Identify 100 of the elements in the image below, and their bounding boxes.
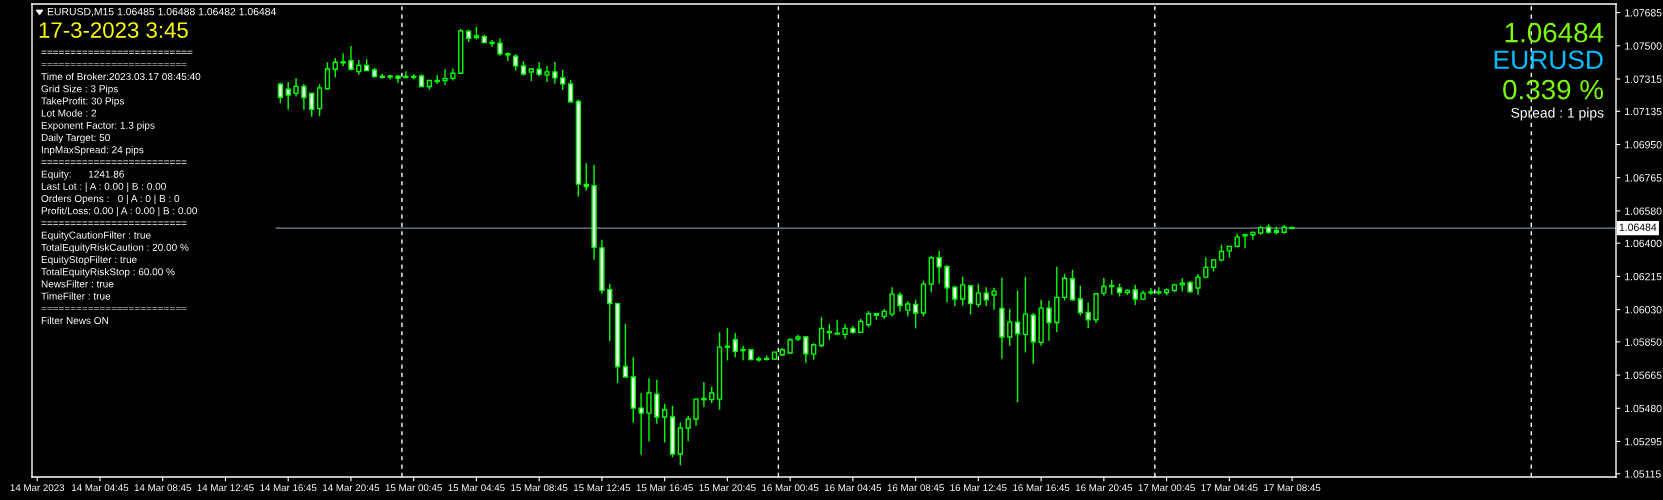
y-tick-label: 1.06215 xyxy=(1625,272,1662,281)
candlestick xyxy=(1250,230,1256,241)
y-tick-label: 1.05115 xyxy=(1625,470,1661,478)
x-tick-label: 15 Mar 08:45 xyxy=(511,484,568,492)
annotation: ========================= xyxy=(41,306,187,311)
y-tick-label: 1.05850 xyxy=(1625,338,1662,346)
annotation: ========================== xyxy=(41,50,193,54)
candlestick xyxy=(622,323,629,378)
candlestick xyxy=(348,45,354,72)
x-tick-label: 14 Mar 2023 xyxy=(10,484,65,492)
candlestick xyxy=(662,403,668,444)
annotation: ========================= xyxy=(41,62,187,67)
x-tick-label: 14 Mar 12:45 xyxy=(197,484,254,492)
candlestick xyxy=(567,79,574,104)
text: 17-3-2023 3:45 xyxy=(39,22,188,38)
annotation: TimeFilter : true xyxy=(41,292,111,300)
candlestick xyxy=(552,61,558,85)
y-tick-label: 1.05480 xyxy=(1625,404,1662,413)
chart-title: EURUSD,M15 1.06485 1.06488 1.06482 1.06484 xyxy=(47,7,277,17)
candlestick xyxy=(403,70,409,79)
annotation: ========================= xyxy=(41,221,187,225)
x-tick-label: 15 Mar 04:45 xyxy=(448,484,505,492)
annotation: EURUSD xyxy=(1494,50,1603,70)
candlestick xyxy=(936,250,942,285)
candlestick xyxy=(340,52,346,67)
candlestick xyxy=(889,286,895,318)
y-tick-label: 1.07135 xyxy=(1625,107,1662,116)
candlestick xyxy=(897,291,903,313)
x-tick-label: 17 Mar 04:45 xyxy=(1201,484,1258,492)
candlestick xyxy=(1132,284,1138,306)
candlestick xyxy=(1014,290,1021,404)
x-tick-label: 16 Mar 00:45 xyxy=(762,484,819,492)
candlestick xyxy=(1069,269,1076,302)
x-tick-label: 16 Mar 16:45 xyxy=(1013,484,1070,492)
candlestick xyxy=(638,392,644,456)
candlestick xyxy=(693,397,699,427)
candlestick xyxy=(544,65,550,83)
candlestick xyxy=(1085,301,1091,329)
x-tick-label: 15 Mar 16:45 xyxy=(636,484,693,492)
candlestick xyxy=(732,332,738,358)
y-tick-label: 1.06765 xyxy=(1625,174,1662,182)
candlestick xyxy=(560,69,566,91)
y-tick-label: 1.07500 xyxy=(1625,42,1662,50)
annotation: Orders Opens : 0 | A : 0 | B : 0 xyxy=(41,194,180,205)
candlestick xyxy=(960,276,966,307)
annotation: Filter News ON xyxy=(41,316,108,325)
candlestick xyxy=(607,283,613,343)
candlestick xyxy=(1077,285,1083,317)
x-tick-label: 15 Mar 20:45 xyxy=(699,484,756,492)
x-tick-label: 14 Mar 16:45 xyxy=(260,484,317,492)
y-tick-label: 1.06400 xyxy=(1625,239,1662,248)
x-tick-label: 14 Mar 08:45 xyxy=(134,484,191,492)
candlestick xyxy=(701,381,707,408)
candlestick xyxy=(442,68,448,86)
x-tick-label: 17 Mar 08:45 xyxy=(1264,484,1321,492)
annotation: NewsFilter : true xyxy=(41,280,114,288)
candlestick xyxy=(332,57,338,79)
candlestick xyxy=(944,264,950,304)
candlestick xyxy=(1061,273,1068,302)
x-tick-label: 14 Mar 20:45 xyxy=(323,484,380,492)
candlestick xyxy=(285,81,291,111)
annotation: Daily Target: 50 xyxy=(41,133,110,144)
candlestick xyxy=(991,286,997,311)
candlestick xyxy=(912,299,919,330)
y-tick-label: 1.05665 xyxy=(1625,371,1662,379)
candlestick xyxy=(803,335,809,364)
candlestick xyxy=(724,327,731,362)
annotation: 1.06484 xyxy=(1505,22,1604,43)
annotation: TakeProfit: 30 Pips xyxy=(41,97,125,107)
annotation: TotalEquityRiskCaution : 20.00 % xyxy=(41,243,189,253)
y-tick-label: 1.07315 xyxy=(1625,75,1662,83)
y-tick-label: 1.06580 xyxy=(1625,207,1662,215)
annotation: Profit/Loss: 0.00 | A : 0.00 | B : 0.00 xyxy=(41,206,198,217)
annotation: ========================= xyxy=(41,160,187,164)
candlestick xyxy=(983,286,989,308)
x-tick-label: 15 Mar 12:45 xyxy=(574,484,631,492)
x-tick-label: 16 Mar 04:45 xyxy=(824,484,882,492)
x-tick-label: 16 Mar 12:45 xyxy=(950,484,1007,492)
candlestick xyxy=(489,39,495,48)
annotation: Equity: 1241.86 xyxy=(41,170,124,180)
candlestick xyxy=(967,284,974,316)
annotation: EquityStopFilter : true xyxy=(41,255,137,266)
candlestick xyxy=(1022,276,1029,354)
candlestick xyxy=(583,162,589,192)
candlestick xyxy=(324,61,331,91)
candlestick xyxy=(1007,308,1013,347)
x-tick-label: 16 Mar 08:45 xyxy=(887,484,944,492)
candlestick xyxy=(277,81,284,104)
y-tick-label: 1.07685 xyxy=(1625,9,1662,17)
candlestick xyxy=(309,91,315,118)
candlestick xyxy=(301,83,307,111)
annotation: Spread : 1 pips xyxy=(1511,107,1604,121)
y-tick-label: 1.06030 xyxy=(1625,306,1662,314)
x-tick-label: 17 Mar 00:45 xyxy=(1138,484,1195,492)
x-tick-label: 16 Mar 20:45 xyxy=(1075,484,1133,492)
annotation: InpMaxSpread: 24 pips xyxy=(41,145,144,156)
candlestick xyxy=(293,77,299,98)
candlestick xyxy=(740,344,746,362)
x-tick-label: 15 Mar 00:45 xyxy=(385,484,442,492)
annotation: Exponent Factor: 1.3 pips xyxy=(41,121,155,131)
